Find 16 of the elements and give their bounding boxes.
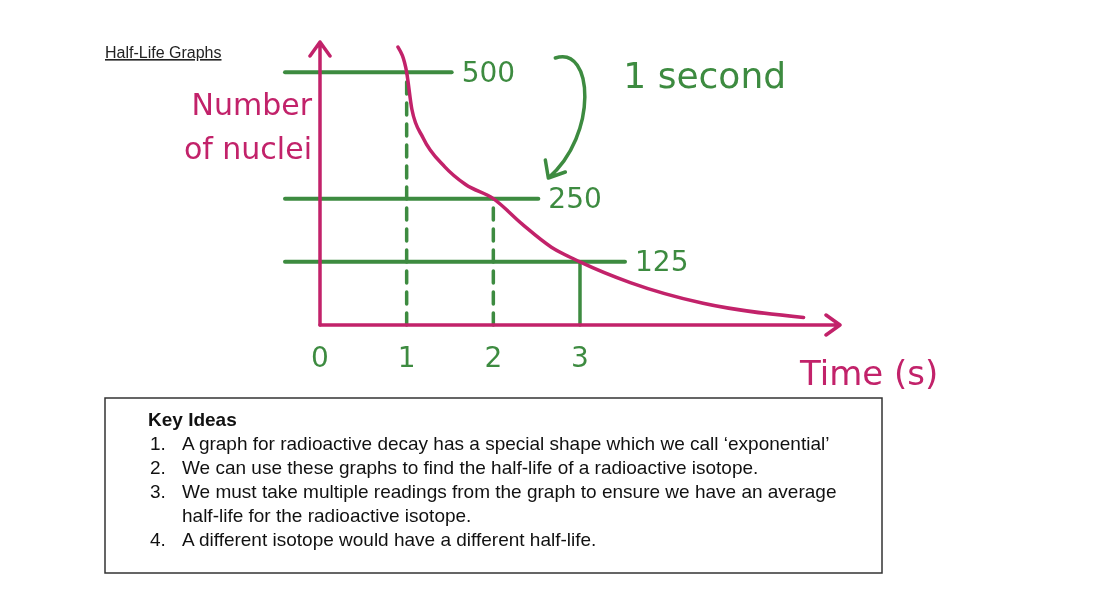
x-tick-label: 3 [571, 341, 589, 374]
y-axis-title: Number of nuclei [183, 87, 313, 166]
x-tick-label: 2 [484, 341, 503, 374]
x-tick-label: 1 [397, 341, 416, 374]
text: 4. A different isotope would have a different half-life. [150, 529, 597, 550]
annotation: 1 second [623, 55, 787, 96]
ref-line-label: 250 [548, 182, 602, 216]
x-tick-label: 0 [311, 341, 329, 374]
text: 1. A graph for radioactive decay has a special shape which we call ‘exponential’ [150, 433, 830, 454]
x-axis-title: Time (s) [799, 353, 939, 393]
text: Half-Life Graphs [105, 44, 222, 61]
ref-line-label: 500 [461, 55, 516, 89]
text: Key Ideas [148, 409, 237, 430]
text: 3. We must take multiple readings from the graph to ensure we have an average half-life for the radioactive isotope. [150, 481, 837, 526]
text: 2. We can use these graphs to find the half-life of a radioactive isotope. [150, 457, 759, 478]
ref-line-label: 125 [635, 245, 689, 279]
